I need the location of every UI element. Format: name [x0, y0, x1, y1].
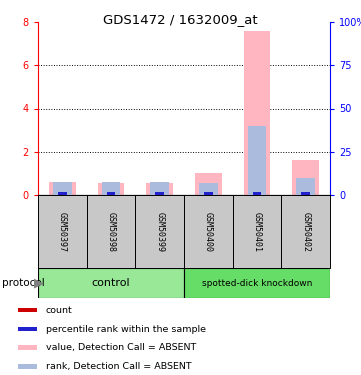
Text: GSM50399: GSM50399 [155, 211, 164, 252]
Text: GSM50397: GSM50397 [58, 211, 67, 252]
Text: percentile rank within the sample: percentile rank within the sample [46, 324, 206, 334]
FancyBboxPatch shape [38, 195, 87, 268]
Bar [146, 183, 173, 195]
Bar [204, 193, 213, 195]
Bar [199, 183, 218, 195]
FancyBboxPatch shape [135, 195, 184, 268]
Bar [49, 182, 76, 195]
Bar [155, 193, 164, 195]
Bar [102, 182, 120, 195]
Bar [296, 178, 315, 195]
Bar [18, 345, 37, 350]
Text: ▶: ▶ [34, 276, 44, 290]
Bar [301, 193, 310, 195]
Text: GSM50398: GSM50398 [106, 211, 116, 252]
Bar [204, 192, 213, 195]
FancyBboxPatch shape [281, 195, 330, 268]
Bar [301, 192, 310, 195]
Bar [253, 193, 261, 195]
Bar [292, 160, 319, 195]
Bar [18, 364, 37, 369]
Bar [244, 31, 270, 195]
FancyBboxPatch shape [87, 195, 135, 268]
FancyBboxPatch shape [184, 195, 233, 268]
Bar [253, 192, 261, 195]
Text: GSM50400: GSM50400 [204, 211, 213, 252]
Text: count: count [46, 306, 73, 315]
Bar [195, 173, 222, 195]
Text: GDS1472 / 1632009_at: GDS1472 / 1632009_at [103, 13, 258, 26]
Text: value, Detection Call = ABSENT: value, Detection Call = ABSENT [46, 344, 196, 352]
Bar [248, 126, 266, 195]
Text: GSM50402: GSM50402 [301, 211, 310, 252]
Bar [155, 192, 164, 195]
Text: spotted-dick knockdown: spotted-dick knockdown [202, 279, 312, 288]
FancyBboxPatch shape [184, 268, 330, 298]
Bar [97, 183, 125, 195]
Text: protocol: protocol [2, 278, 44, 288]
Text: GSM50401: GSM50401 [252, 211, 261, 252]
Bar [106, 192, 116, 195]
Bar [18, 308, 37, 312]
Bar [150, 182, 169, 195]
Text: control: control [92, 278, 130, 288]
Bar [106, 193, 116, 195]
Bar [53, 182, 72, 195]
Bar [58, 193, 67, 195]
Bar [18, 327, 37, 331]
Text: rank, Detection Call = ABSENT: rank, Detection Call = ABSENT [46, 362, 191, 371]
Bar [58, 192, 67, 195]
FancyBboxPatch shape [38, 268, 184, 298]
FancyBboxPatch shape [233, 195, 281, 268]
